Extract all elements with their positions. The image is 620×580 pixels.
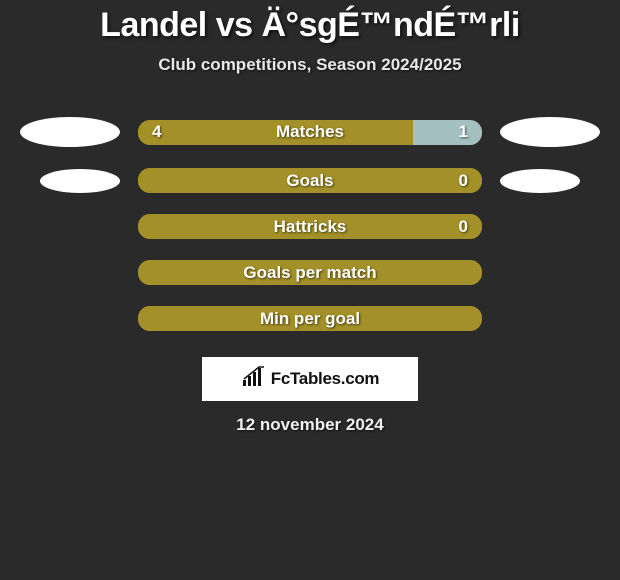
stat-bar: Min per goal	[138, 306, 482, 331]
stat-bar: 41Matches	[138, 120, 482, 145]
page-title: Landel vs Ä°sgÉ™ndÉ™rli	[0, 0, 620, 45]
marker-left	[40, 169, 120, 193]
stat-bar: 0Hattricks	[138, 214, 482, 239]
subtitle: Club competitions, Season 2024/2025	[0, 55, 620, 75]
marker-right	[500, 169, 580, 193]
stat-row: 0Hattricks	[0, 214, 620, 239]
stat-label: Hattricks	[138, 214, 482, 239]
stat-label: Matches	[138, 120, 482, 145]
marker-right	[500, 117, 600, 147]
stat-bar: 0Goals	[138, 168, 482, 193]
stat-bar: Goals per match	[138, 260, 482, 285]
logo-box: FcTables.com	[202, 357, 418, 401]
stat-row: 0Goals	[0, 168, 620, 193]
stat-row: Goals per match	[0, 260, 620, 285]
stat-label: Min per goal	[138, 306, 482, 331]
stat-row: 41Matches	[0, 117, 620, 147]
chart-icon	[241, 366, 267, 393]
stat-row: Min per goal	[0, 306, 620, 331]
logo-text: FcTables.com	[271, 369, 380, 389]
date-text: 12 november 2024	[0, 415, 620, 435]
stat-label: Goals	[138, 168, 482, 193]
marker-left	[20, 117, 120, 147]
stat-bars: 41Matches 0Goals 0Hattricks Goals per match…	[0, 117, 620, 331]
stat-label: Goals per match	[138, 260, 482, 285]
